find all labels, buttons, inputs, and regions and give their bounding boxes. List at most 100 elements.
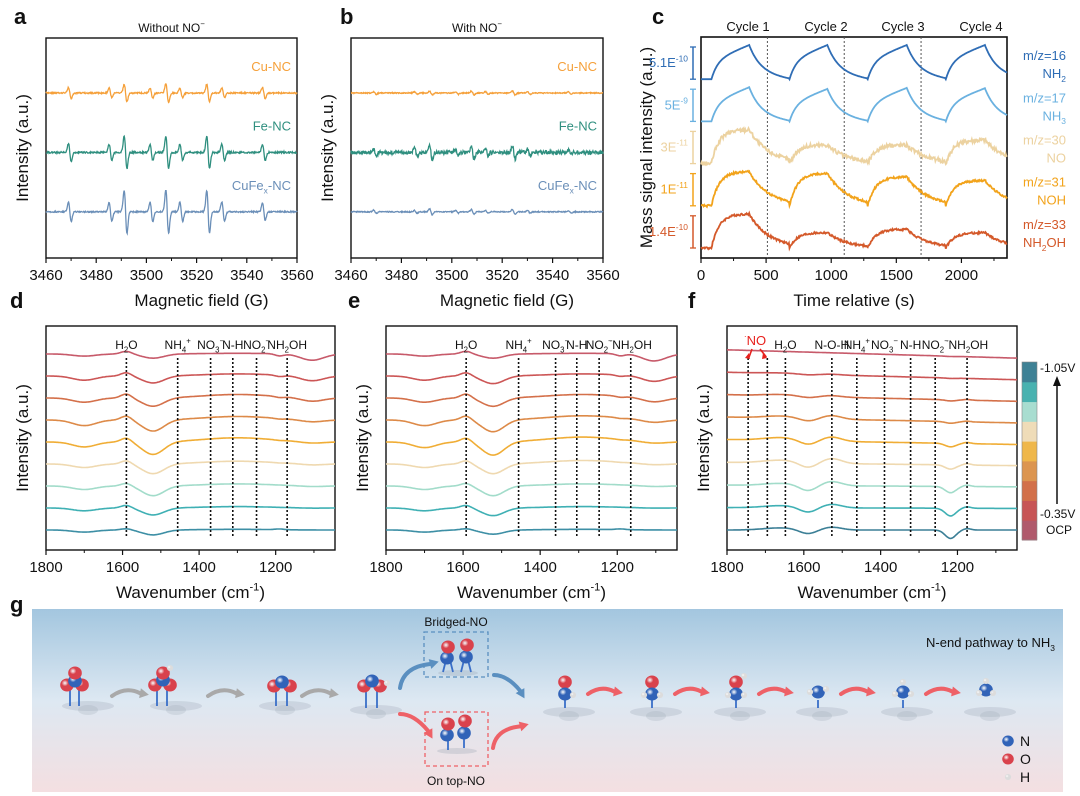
reaction-arrow [398,662,432,690]
x-tick-label: 2000 [945,267,978,284]
reaction-arrow [206,688,238,698]
x-tick-label: 3520 [486,267,519,284]
series-label: Cu-NC [251,59,291,74]
atom-nitrogen [457,726,471,740]
colorbar-label-mid: -0.35V [1040,507,1075,521]
panel-letter-g: g [10,592,23,617]
surface-shadow [796,707,848,717]
spectrum-line [386,482,678,497]
atom-nitrogen [275,675,289,689]
x-tick-label: 3480 [385,267,418,284]
x-tick-label: 3540 [536,267,569,284]
scale-value: 3E-11 [661,138,689,155]
chart-c: 0 500 1000 1500 2000 Time relative (s) Mass si… [637,19,1066,310]
atom-hydrogen [740,673,748,679]
spectrum-line [726,414,1017,424]
atom-oxygen [156,666,170,680]
spectrum-line [386,415,677,433]
x-tick-label: 3480 [80,267,113,284]
reaction-arrow [110,688,142,698]
band-label: H2O [115,338,137,355]
atom-hydrogen [806,689,814,695]
x-tick-label: 1800 [710,559,743,576]
mz-label: m/z=16 [1023,48,1066,63]
atom-nitrogen [459,650,473,664]
colorbar-segment [1022,441,1037,462]
band-label: NO2− [243,337,270,355]
series-label: Cu-NC [557,59,597,74]
surface-shadow [543,707,595,717]
band-label: N-H [222,338,243,352]
panel-letter-a: a [14,4,27,29]
surface-shadow [275,705,295,715]
band-label: N-H [566,338,587,352]
colorbar-arrowhead [1053,376,1061,386]
series-line-mz [701,43,1008,82]
surface-shadow [350,705,402,715]
chart-a: 3460 3480 3500 3520 3540 3560 Intensity (a.u.)… [13,20,314,310]
no-arrowhead [745,353,750,359]
x-tick-label: 3520 [180,267,213,284]
atom-nitrogen [896,685,910,699]
mz-label: m/z=17 [1023,90,1066,105]
reaction-arrowhead [423,728,433,739]
band-label: NO3− [871,337,898,355]
x-tick-label: 1800 [369,559,402,576]
reaction-arrow [491,724,522,750]
spectrum-line [46,482,335,497]
y-axis-label: Mass signal intensity (a.u.) [637,47,656,248]
series-label: Fe-NC [253,118,291,133]
x-tick-label: 0 [697,267,705,284]
chart-b: 3460 3480 3500 3520 3540 3560 Intensity (a.u.)… [318,20,620,310]
species-label: NO [1047,151,1067,166]
spectrum-line [386,436,677,456]
band-label: N-H [900,338,921,352]
reaction-arrow [398,712,430,733]
scale-value: 1E-11 [661,180,689,197]
spectrum-line [727,526,1017,540]
spectrum-line [727,393,1017,403]
series-line-cu-nc [45,83,298,104]
x-tick-label: 1400 [523,559,556,576]
reaction-arrowhead [866,686,876,697]
reaction-arrow [757,686,787,696]
band-label: ·NH2OH [946,337,988,355]
atom-nitrogen [440,651,454,665]
series-line-cu-nc [350,89,604,97]
scheme-background [32,609,1063,792]
band-label: H2O [455,338,477,355]
spectrum-line [386,350,678,362]
scale-value: 1.4E-10 [649,222,688,239]
atom-hydrogen [891,691,899,697]
chart-e: 1800 1600 1400 1200 Wavenumber (cm-1) Intensi… [353,325,678,602]
series-line-cufex-nc [350,207,604,216]
atom-hydrogen [907,691,915,697]
atom-hydrogen [975,690,983,696]
y-axis-label: Intensity (a.u.) [318,94,337,202]
colorbar-segment [1022,460,1037,482]
spectrum-line [46,372,336,384]
chart-f: 1800 1600 1400 1200 Wavenumber (cm-1) Intensi… [694,325,1075,602]
atom-oxygen [458,714,472,728]
reaction-arrowhead [784,686,794,697]
colorbar-segment [1022,500,1037,521]
no-radical-label: ·NO [744,331,766,348]
colorbar-segment [1022,381,1037,403]
plot-frame [385,325,678,551]
colorbar-segment [1022,480,1037,501]
reaction-arrow [839,686,869,696]
surface-shadow [559,711,579,721]
series-line-cufex-nc [45,189,298,236]
x-tick-label: 1200 [941,559,974,576]
reaction-arrowhead [951,686,961,697]
reaction-arrowhead [518,721,529,732]
legend-label-h: H [1020,769,1030,785]
band-label: NH4+ [844,337,871,355]
spectrum-line [727,457,1018,470]
plot-frame [726,325,1018,551]
series-line-mz [700,210,1008,252]
scale-value: 5.1E-10 [649,53,688,70]
x-tick-label: 3540 [230,267,263,284]
y-axis-label: Intensity (a.u.) [694,384,713,492]
spectrum-line [386,393,678,408]
